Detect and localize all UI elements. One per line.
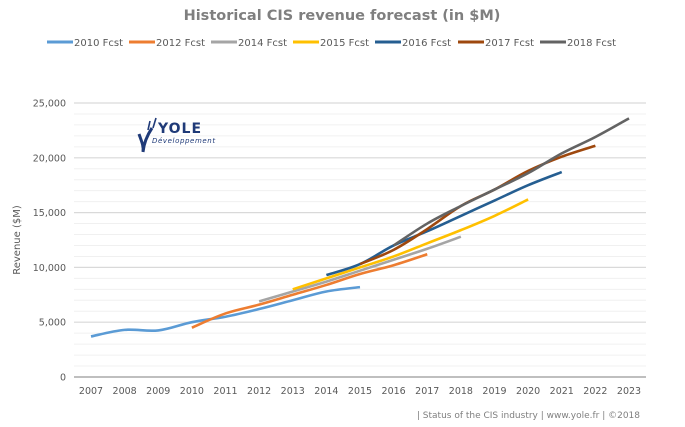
legend-label: 2017 Fcst bbox=[485, 38, 534, 49]
y-axis-label: Revenue ($M) bbox=[12, 205, 23, 275]
legend-label: 2016 Fcst bbox=[402, 38, 451, 49]
yole-logo: YOLE Développement bbox=[137, 117, 216, 153]
logo-mark-icon bbox=[137, 127, 154, 153]
legend-item-2015-fcst: 2015 Fcst bbox=[293, 38, 369, 49]
gridlines bbox=[74, 102, 646, 367]
series-line-2012-fcst bbox=[191, 253, 428, 329]
y-axis-ticks: 0 5,000 10,000 15,000 20,000 25,000 bbox=[33, 99, 66, 384]
x-tick-label: 2021 bbox=[550, 386, 574, 397]
legend-label: 2015 Fcst bbox=[320, 38, 369, 49]
x-tick-label: 2016 bbox=[382, 386, 406, 397]
x-tick-label: 2007 bbox=[79, 386, 103, 397]
legend-label: 2012 Fcst bbox=[156, 38, 205, 49]
x-tick-label: 2008 bbox=[113, 386, 137, 397]
x-tick-label: 2015 bbox=[348, 386, 372, 397]
x-tick-label: 2018 bbox=[449, 386, 473, 397]
legend-label: 2014 Fcst bbox=[238, 38, 287, 49]
logo-subtitle: Développement bbox=[152, 137, 216, 145]
x-tick-label: 2017 bbox=[415, 386, 439, 397]
series-line-2017-fcst bbox=[359, 144, 596, 266]
legend-item-2012-fcst: 2012 Fcst bbox=[129, 38, 205, 49]
y-tick-label: 20,000 bbox=[33, 153, 66, 164]
logo-name: YOLE bbox=[157, 121, 202, 137]
y-tick-label: 10,000 bbox=[33, 263, 66, 274]
y-tick-label: 15,000 bbox=[33, 208, 66, 219]
legend-label: 2010 Fcst bbox=[74, 38, 123, 49]
legend: 2010 Fcst 2012 Fcst 2014 Fcst 2015 Fcst 2016… bbox=[47, 38, 616, 49]
legend-item-2017-fcst: 2017 Fcst bbox=[458, 38, 534, 49]
series-lines bbox=[90, 117, 630, 338]
x-tick-label: 2009 bbox=[146, 386, 170, 397]
legend-item-2014-fcst: 2014 Fcst bbox=[211, 38, 287, 49]
footer-source: | Status of the CIS industry | www.yole.… bbox=[417, 411, 640, 421]
legend-label: 2018 Fcst bbox=[567, 38, 616, 49]
y-tick-label: 25,000 bbox=[33, 99, 66, 110]
x-axis-ticks: 2007 2008 2009 2010 2011 2012 2013 2014 2015 2016… bbox=[79, 386, 641, 397]
y-tick-label: 0 bbox=[60, 373, 66, 384]
x-tick-label: 2013 bbox=[281, 386, 305, 397]
legend-item-2016-fcst: 2016 Fcst bbox=[375, 38, 451, 49]
legend-item-2010-fcst: 2010 Fcst bbox=[47, 38, 123, 49]
series-line-2015-fcst bbox=[292, 198, 529, 291]
x-tick-label: 2010 bbox=[180, 386, 204, 397]
x-tick-label: 2022 bbox=[583, 386, 607, 397]
x-tick-label: 2019 bbox=[482, 386, 506, 397]
chart-title: Historical CIS revenue forecast (in $M) bbox=[184, 8, 501, 24]
x-tick-label: 2023 bbox=[617, 386, 641, 397]
series-line-2014-fcst bbox=[258, 235, 462, 303]
series-line-2018-fcst bbox=[392, 117, 630, 247]
x-tick-label: 2014 bbox=[314, 386, 338, 397]
y-tick-label: 5,000 bbox=[39, 318, 66, 329]
legend-item-2018-fcst: 2018 Fcst bbox=[540, 38, 616, 49]
logo-accent-icon bbox=[147, 117, 157, 131]
x-tick-label: 2020 bbox=[516, 386, 540, 397]
series-line-2010-fcst bbox=[90, 285, 361, 338]
x-tick-label: 2012 bbox=[247, 386, 271, 397]
x-tick-label: 2011 bbox=[213, 386, 237, 397]
